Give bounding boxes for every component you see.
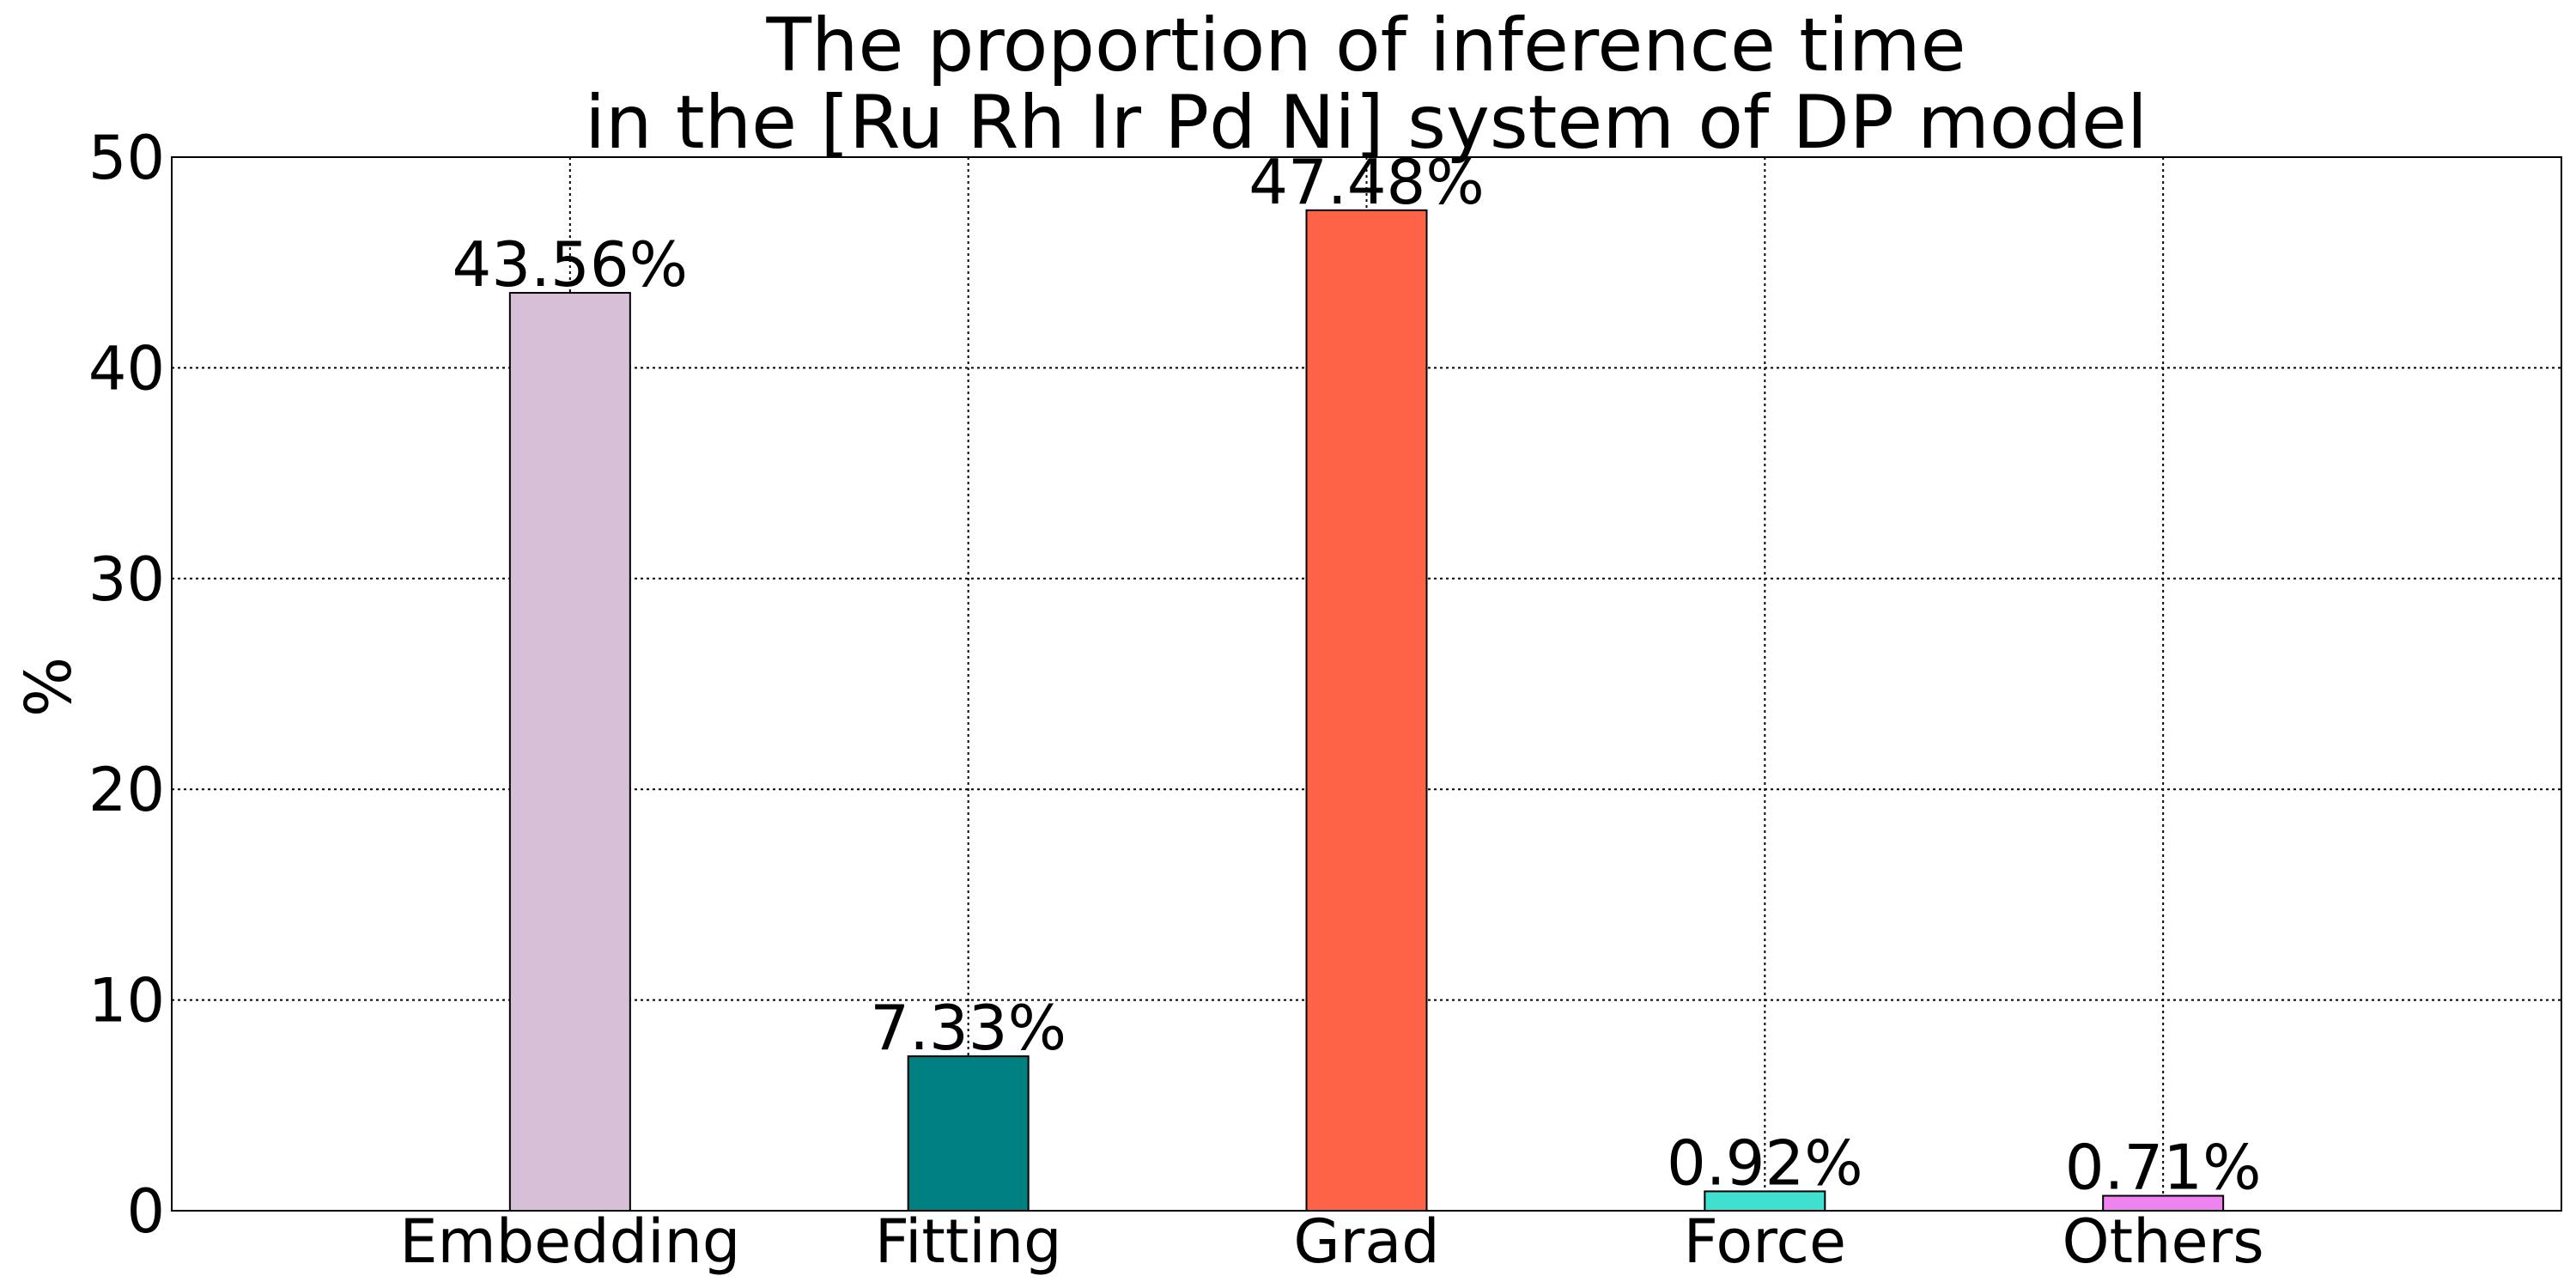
y-tick-label: 40 [88, 333, 165, 404]
x-tick-label-fitting: Fitting [875, 1206, 1062, 1277]
x-tick-labels: Embedding Fitting Grad Force Others [399, 1206, 2263, 1277]
data-label-embedding: 43.56% [453, 228, 689, 301]
data-label-others: 0.71% [2065, 1132, 2262, 1204]
plot-frame [171, 156, 2562, 1212]
chart-title-line-2: in the [Ru Rh Ir Pd Ni] system of DP mod… [585, 80, 2148, 166]
bar-grad [1305, 209, 1428, 1212]
bar-fitting [907, 1055, 1030, 1212]
y-tick-label: 50 [88, 123, 165, 193]
x-tick-label-grad: Grad [1293, 1206, 1439, 1277]
x-tick-label-force: Force [1684, 1206, 1846, 1277]
data-label-force: 0.92% [1667, 1127, 1863, 1199]
bars [508, 209, 2225, 1212]
x-tick-label-embedding: Embedding [399, 1206, 740, 1277]
y-tick-labels: 0 10 20 30 40 50 [88, 123, 165, 1247]
data-label-fitting: 7.33% [870, 992, 1066, 1064]
chart-title-line-1: The proportion of inference time [765, 3, 1965, 88]
bar-embedding [508, 292, 631, 1212]
y-tick-label: 0 [126, 1176, 165, 1247]
y-axis-label: % [12, 657, 86, 717]
y-tick-label: 20 [88, 755, 165, 825]
y-tick-label: 30 [88, 544, 165, 615]
x-tick-label-others: Others [2063, 1206, 2264, 1277]
y-tick-label: 10 [88, 966, 165, 1036]
